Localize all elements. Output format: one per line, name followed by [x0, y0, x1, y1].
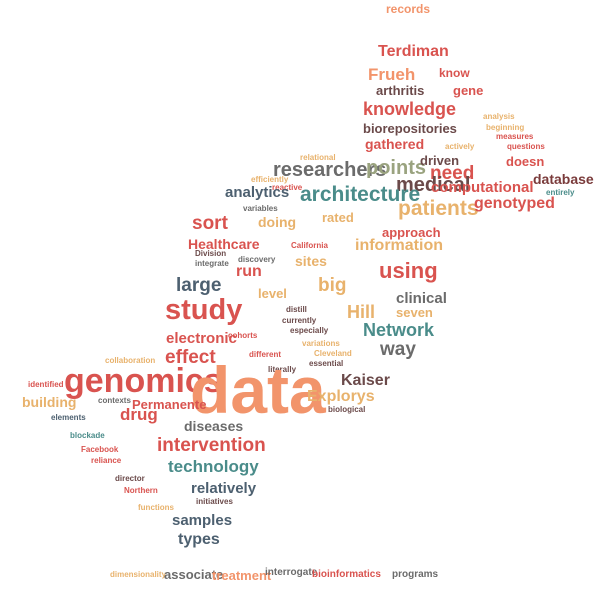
word-identified: identified	[28, 380, 64, 389]
word-electronic: electronic	[166, 330, 237, 347]
word-run: run	[236, 263, 262, 280]
word-especially: especially	[290, 326, 329, 335]
word-contexts: contexts	[98, 396, 131, 405]
word-integrate: integrate	[195, 259, 229, 268]
word-way: way	[380, 339, 416, 360]
word-biological: biological	[328, 405, 366, 414]
word-level: level	[258, 286, 287, 301]
word-variables: variables	[243, 204, 278, 213]
word-associate: associate	[164, 567, 224, 582]
word-big: big	[318, 275, 347, 296]
word-interrogate: interrogate	[265, 567, 318, 578]
word-genotyped: genotyped	[474, 195, 555, 212]
word-currently: currently	[282, 316, 317, 325]
word-terdiman: Terdiman	[378, 43, 449, 60]
word-bioinformatics: bioinformatics	[312, 569, 381, 580]
word-records: records	[386, 2, 431, 16]
word-essential: essential	[309, 359, 344, 368]
word-types: types	[178, 531, 220, 548]
word-permanente: Permanente	[132, 397, 207, 412]
word-variations: variations	[302, 339, 340, 348]
word-discovery: discovery	[238, 255, 276, 264]
word-elements: elements	[51, 413, 86, 422]
word-arthritis: arthritis	[376, 83, 425, 98]
word-kaiser: Kaiser	[341, 372, 390, 389]
word-using: using	[379, 258, 438, 283]
word-study: study	[165, 294, 243, 326]
word-hill: Hill	[347, 302, 376, 322]
word-frueh: Frueh	[368, 65, 416, 84]
word-healthcare: Healthcare	[188, 236, 260, 252]
word-technology: technology	[168, 457, 259, 476]
word-literally: literally	[268, 365, 297, 374]
word-questions: questions	[507, 142, 545, 151]
word-network: Network	[363, 320, 435, 340]
word-sort: sort	[192, 213, 228, 234]
word-treatment: treatment	[212, 568, 272, 583]
word-california: California	[291, 241, 328, 250]
word-patients: patients	[398, 197, 479, 220]
word-researchers: researchers	[273, 159, 387, 181]
word-know: know	[439, 66, 470, 80]
word-different: different	[249, 350, 281, 359]
word-measures: measures	[496, 132, 534, 141]
word-drug: drug	[120, 405, 158, 424]
word-reactive: reactive	[272, 183, 303, 192]
word-gene: gene	[453, 83, 484, 98]
word-cohorts: cohorts	[228, 331, 258, 340]
word-division: Division	[195, 249, 227, 258]
word-analytics: analytics	[225, 184, 290, 201]
word-programs: programs	[392, 569, 439, 580]
word-cleveland: Cleveland	[314, 349, 352, 358]
word-need: need	[430, 163, 475, 184]
word-rated: rated	[322, 210, 354, 225]
word-points: points	[366, 157, 426, 179]
word-gathered: gathered	[365, 136, 425, 152]
word-relational: relational	[300, 153, 336, 162]
word-doing: doing	[258, 214, 297, 230]
word-collaboration: collaboration	[105, 356, 156, 365]
word-explorys: Explorys	[307, 388, 375, 405]
word-entirely: entirely	[546, 188, 575, 197]
word-large: large	[176, 275, 222, 296]
word-intervention: intervention	[157, 435, 266, 456]
word-database: database	[533, 171, 594, 187]
word-diseases: diseases	[184, 418, 244, 434]
word-building: building	[22, 394, 77, 410]
word-director: director	[115, 474, 145, 483]
word-effect: effect	[165, 347, 216, 368]
word-beginning: beginning	[486, 123, 525, 132]
word-analysis: analysis	[483, 112, 515, 121]
word-reliance: reliance	[91, 456, 122, 465]
word-initiatives: initiatives	[196, 497, 233, 506]
word-blockade: blockade	[70, 431, 105, 440]
word-driven: driven	[420, 153, 460, 168]
word-sites: sites	[295, 253, 327, 269]
word-relatively: relatively	[191, 480, 257, 497]
word-computational: computational	[431, 179, 534, 196]
word-information: information	[355, 237, 443, 254]
word-knowledge: knowledge	[363, 99, 457, 119]
word-architecture: architecture	[300, 183, 421, 206]
word-facebook: Facebook	[81, 445, 119, 454]
word-medical: medical	[396, 174, 471, 196]
word-dimensionality: dimensionality	[110, 570, 167, 579]
word-genomics: genomics	[64, 362, 223, 400]
word-efficiently: efficiently	[251, 175, 289, 184]
word-actively: actively	[445, 142, 475, 151]
word-distill: distill	[286, 305, 307, 314]
word-northern: Northern	[124, 486, 158, 495]
word-functions: functions	[138, 503, 174, 512]
word-data: data	[190, 353, 326, 427]
word-seven: seven	[396, 305, 433, 320]
word-samples: samples	[172, 512, 233, 529]
word-approach: approach	[382, 225, 441, 240]
word-biorepositories: biorepositories	[363, 121, 457, 136]
word-clinical: clinical	[396, 290, 447, 307]
word-doesn: doesn	[506, 154, 545, 169]
